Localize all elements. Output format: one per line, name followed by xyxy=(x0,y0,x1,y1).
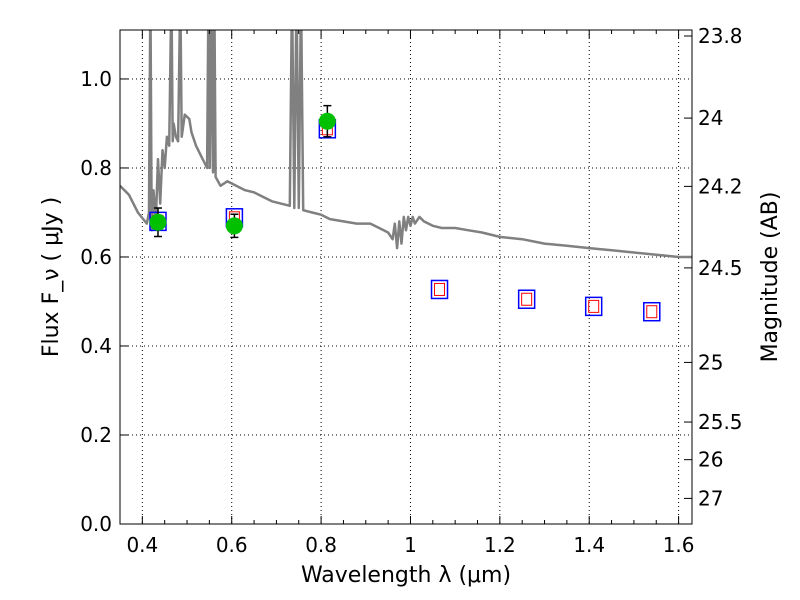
model-point-inner xyxy=(521,292,533,306)
mag-tick-label: 25 xyxy=(698,350,723,374)
y-tick-label: 1.0 xyxy=(80,67,112,91)
y-axis-title-text: Flux F_ν ( μJy ) xyxy=(39,197,64,357)
x-tick-label: 0.8 xyxy=(305,533,337,557)
x-tick-label: 1 xyxy=(404,533,417,557)
y2-axis-title: Magnitude (AB) xyxy=(758,192,783,363)
model-point xyxy=(643,301,661,322)
mag-tick-label: 26 xyxy=(698,448,723,472)
plot-frame xyxy=(119,29,693,525)
observed-points-layer xyxy=(149,104,336,239)
y-tick-label: 0.6 xyxy=(80,245,112,269)
grid xyxy=(120,30,692,524)
x-tick-label: 1.4 xyxy=(573,533,605,557)
y-tick-label: 0.2 xyxy=(80,423,112,447)
x-tick-label: 1.2 xyxy=(484,533,516,557)
sed-line-layer xyxy=(120,30,692,259)
x-axis-title: Wavelength λ (μm) xyxy=(301,563,511,588)
model-point-inner xyxy=(646,305,658,319)
mag-tick-label: 24.2 xyxy=(698,174,743,198)
mag-tick-label: 24 xyxy=(698,106,723,130)
observed-point xyxy=(149,213,167,231)
x-tick-label: 0.6 xyxy=(216,533,248,557)
y-tick-label: 0.8 xyxy=(80,156,112,180)
model-point-inner xyxy=(588,299,600,313)
x-tick-label: 1.6 xyxy=(663,533,695,557)
model-point xyxy=(584,296,603,317)
mag-tick-label: 24.5 xyxy=(698,256,743,280)
model-point xyxy=(517,289,536,310)
x-tick-label: 0.4 xyxy=(126,533,158,557)
mag-tick-label: 23.8 xyxy=(698,24,743,48)
x-axis-title-text: Wavelength λ (μm) xyxy=(301,563,511,588)
y-tick-label: 0.0 xyxy=(80,512,112,536)
mag-tick-label: 27 xyxy=(698,486,723,510)
y-axis-title: Flux F_ν ( μJy ) xyxy=(39,197,64,357)
model-point xyxy=(430,279,449,300)
axis-ticks: 0.4 0.6 0.8 1 1.2 1.4 1.6 0.0 0.2 0.4 0.6 0.8 1.0 23.… xyxy=(80,24,742,557)
y-tick-label: 0.4 xyxy=(80,334,112,358)
observed-point xyxy=(318,112,336,130)
model-point-inner xyxy=(434,282,446,296)
observed-point xyxy=(225,217,243,235)
sed-line xyxy=(120,30,692,259)
mag-tick-label: 25.5 xyxy=(698,410,743,434)
